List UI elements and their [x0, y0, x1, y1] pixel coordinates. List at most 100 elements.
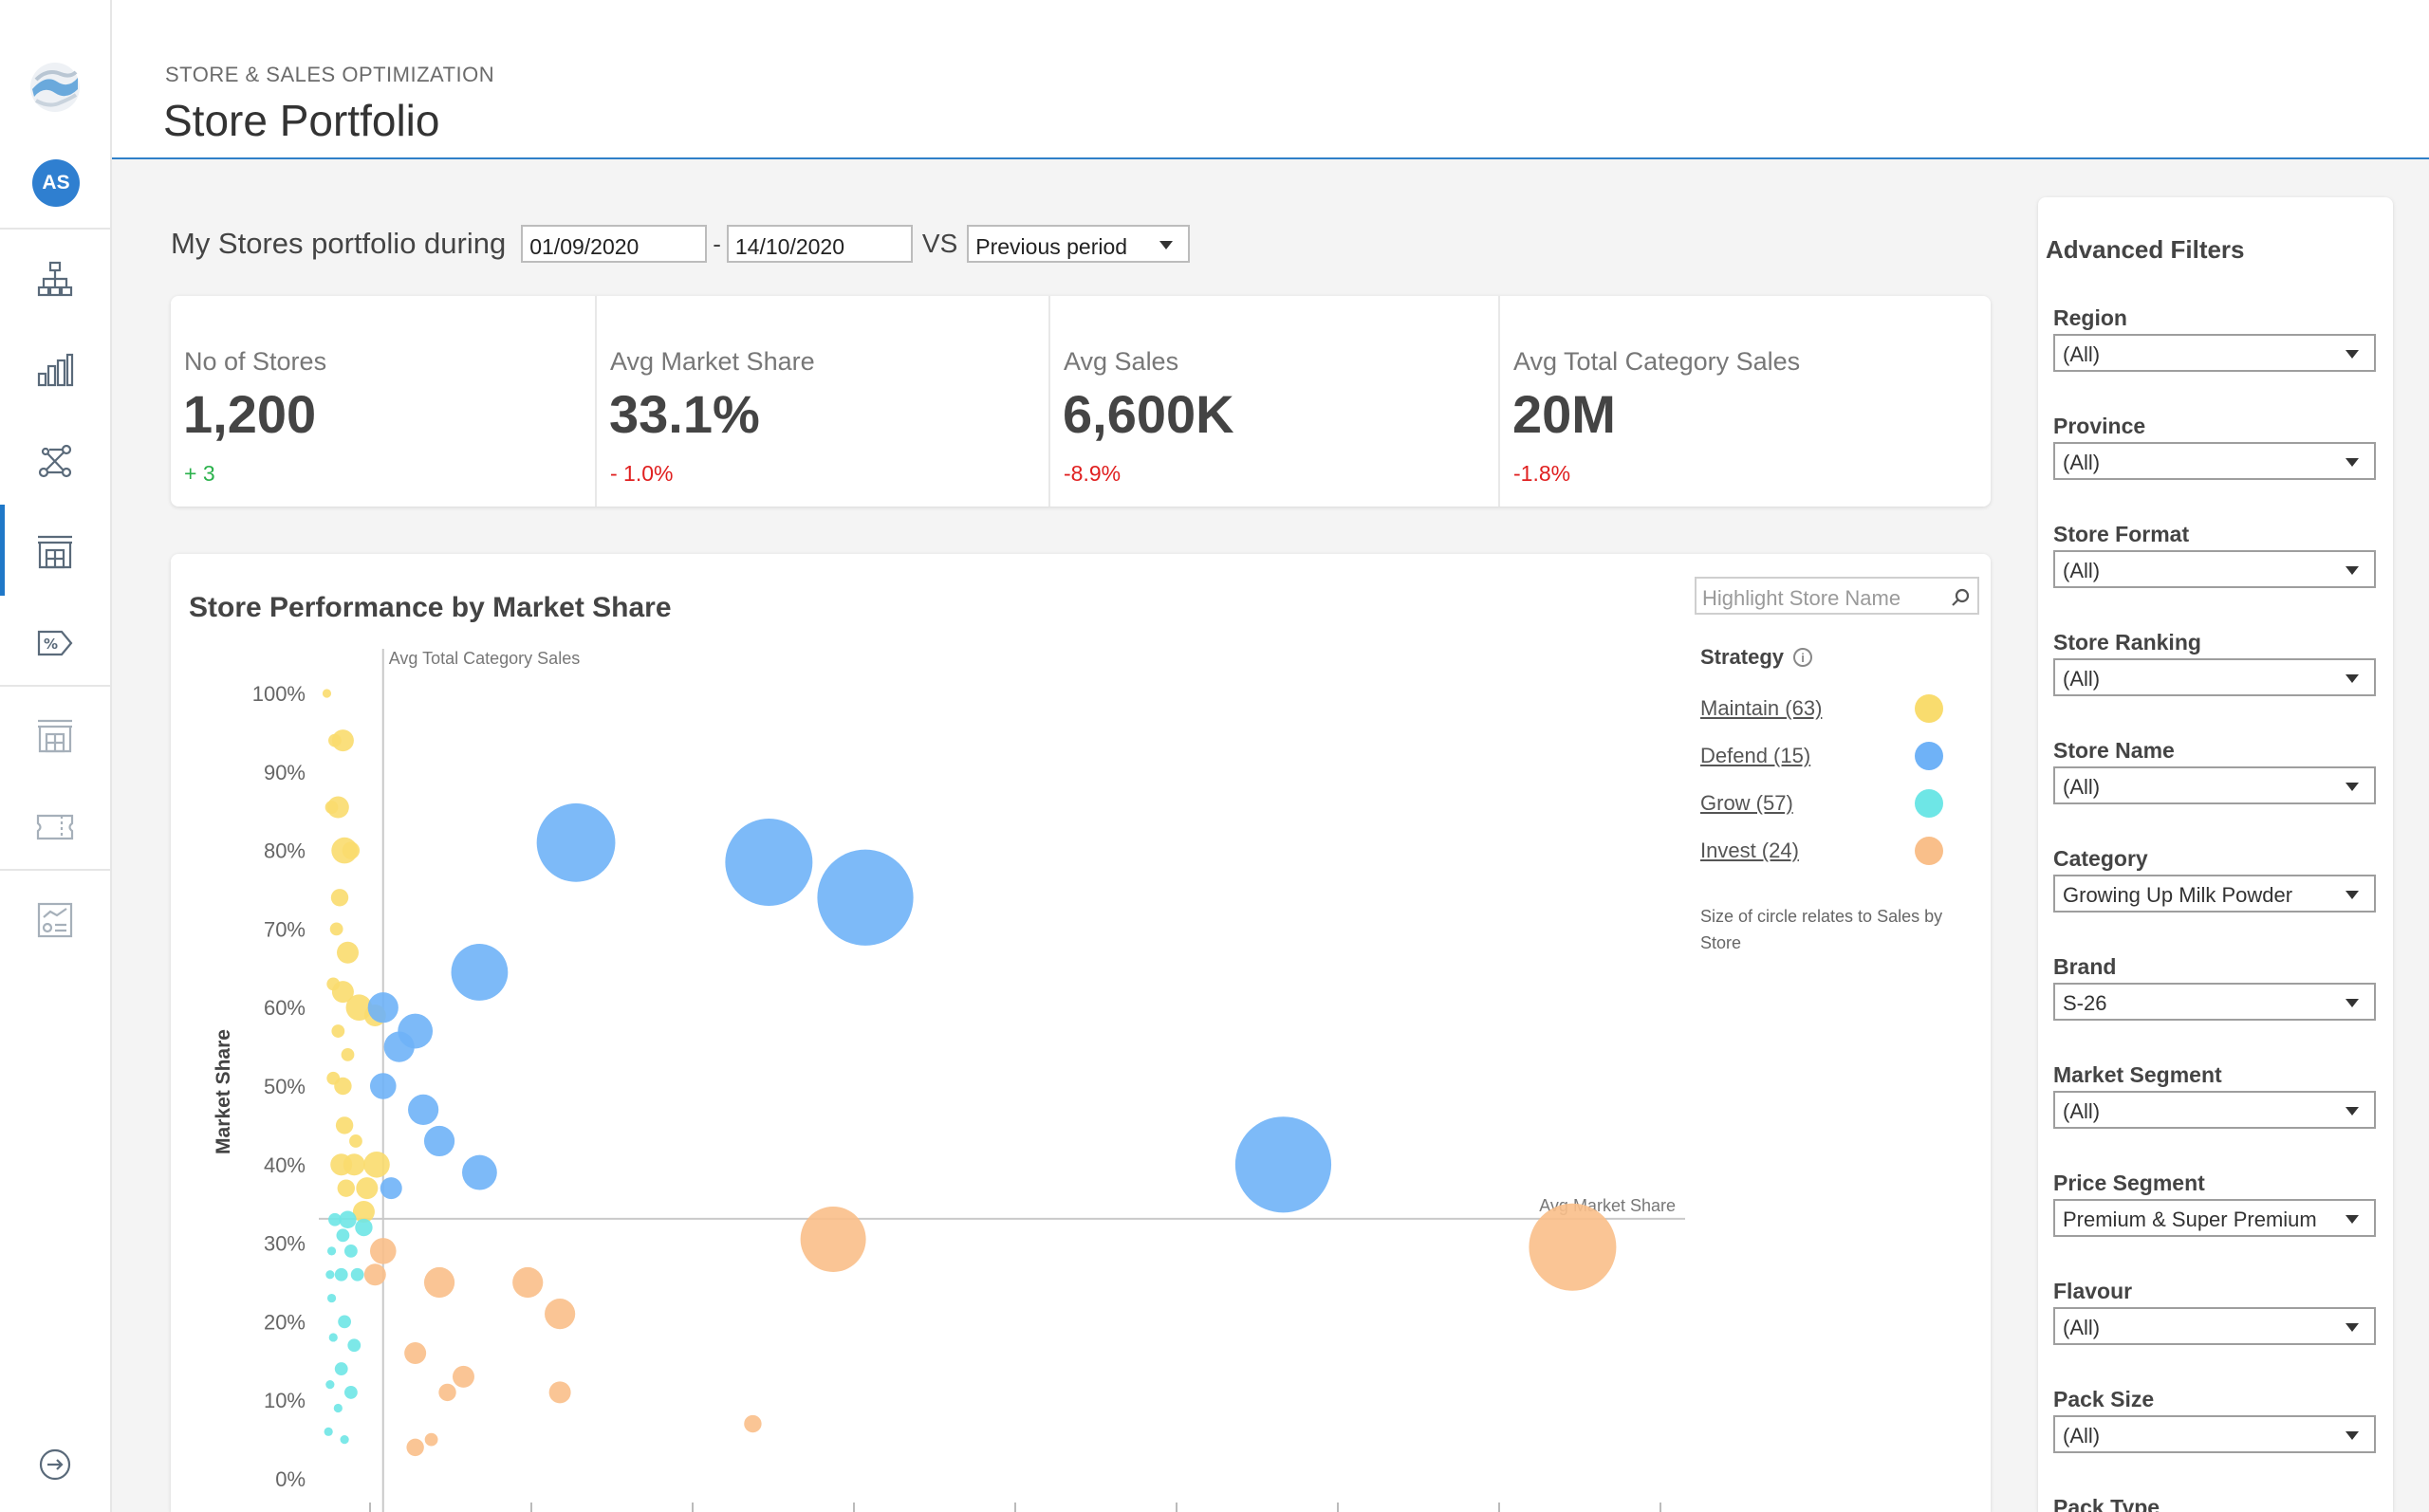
- filter-store-format: Store Format (All): [2053, 522, 2376, 588]
- legend-item-maintain[interactable]: Maintain (63): [1700, 670, 1985, 723]
- legend-item-defend[interactable]: Defend (15): [1700, 717, 1985, 770]
- legend-swatch: [1915, 694, 1943, 723]
- comparison-select[interactable]: Previous period: [967, 225, 1191, 263]
- data-point-invest: [1529, 1203, 1617, 1291]
- kpi-card-stores: No of Stores 1,200 + 3: [171, 296, 597, 507]
- logout-icon[interactable]: [32, 1442, 78, 1487]
- comparison-value: Previous period: [975, 234, 1128, 259]
- legend-swatch: [1915, 789, 1943, 818]
- kpi-delta: -8.9%: [1064, 461, 1122, 486]
- end-date-input[interactable]: 14/10/2020: [726, 225, 913, 263]
- data-point-defend: [367, 992, 399, 1023]
- data-point-invest: [424, 1432, 438, 1447]
- filter-select[interactable]: (All): [2053, 550, 2376, 588]
- kpi-label: No of Stores: [184, 347, 327, 376]
- filter-label: Store Ranking: [2053, 630, 2201, 655]
- legend-label[interactable]: Maintain (63): [1700, 696, 1823, 720]
- hierarchy-icon[interactable]: [32, 256, 78, 302]
- info-icon[interactable]: i: [1793, 648, 1813, 667]
- search-icon[interactable]: [1949, 586, 1972, 609]
- data-point-invest: [369, 1238, 397, 1264]
- filter-value: (All): [2063, 667, 2101, 691]
- filter-label: Pack Size: [2053, 1387, 2155, 1411]
- data-point-defend: [380, 1177, 402, 1200]
- start-date-input[interactable]: 01/09/2020: [521, 225, 708, 263]
- filter-select[interactable]: (All): [2053, 658, 2376, 696]
- data-point-maintain: [322, 689, 332, 698]
- store-icon[interactable]: [32, 529, 78, 575]
- reference-line-label: Avg Total Category Sales: [389, 649, 580, 668]
- data-point-grow: [334, 1267, 348, 1282]
- chevron-down-icon: [1159, 241, 1174, 249]
- chevron-down-icon: [2346, 891, 2359, 899]
- filter-select[interactable]: (All): [2053, 1307, 2376, 1345]
- chart-card: 0% 10% 20% 30% 40% 50% 60% 70% 80% 90% 100% Market …: [171, 554, 1991, 1512]
- filter-market-segment: Market Segment (All): [2053, 1062, 2376, 1129]
- filter-label: Market Segment: [2053, 1062, 2222, 1087]
- data-point-grow: [328, 1333, 338, 1342]
- ticket-icon[interactable]: [32, 804, 78, 850]
- filter-select[interactable]: (All): [2053, 442, 2376, 480]
- filter-store-name: Store Name (All): [2053, 738, 2376, 804]
- discount-tag-icon[interactable]: %: [32, 620, 78, 666]
- filter-brand: Brand S-26: [2053, 954, 2376, 1021]
- legend-label[interactable]: Grow (57): [1700, 791, 1793, 815]
- filter-value: (All): [2063, 559, 2101, 582]
- filter-select[interactable]: (All): [2053, 1091, 2376, 1129]
- filter-label: Store Format: [2053, 522, 2190, 546]
- filter-label: Province: [2053, 414, 2146, 438]
- data-point-maintain: [356, 1177, 379, 1200]
- filter-select[interactable]: Growing Up Milk Powder: [2053, 875, 2376, 913]
- network-icon[interactable]: [32, 438, 78, 484]
- chevron-down-icon: [2346, 1107, 2359, 1116]
- bar-chart-icon[interactable]: [32, 347, 78, 393]
- filter-select[interactable]: (All): [2053, 1415, 2376, 1453]
- legend-label[interactable]: Defend (15): [1700, 744, 1811, 767]
- data-point-invest: [406, 1438, 424, 1457]
- filter-select[interactable]: (All): [2053, 766, 2376, 804]
- avatar[interactable]: AS: [32, 159, 80, 207]
- report-icon[interactable]: [32, 897, 78, 943]
- kpi-label: Avg Total Category Sales: [1513, 347, 1801, 376]
- store-outline-icon[interactable]: [32, 713, 78, 759]
- app-logo-icon[interactable]: [28, 61, 82, 114]
- data-point-grow: [343, 1386, 358, 1399]
- kpi-value: 20M: [1512, 384, 1616, 444]
- legend-title-text: Strategy: [1700, 645, 1785, 669]
- data-point-grow: [333, 1403, 343, 1413]
- data-point-invest: [548, 1381, 571, 1404]
- data-point-maintain: [337, 1179, 355, 1197]
- legend-label[interactable]: Invest (24): [1700, 839, 1799, 862]
- kpi-card-avg-sales: Avg Sales 6,600K -8.9%: [1050, 296, 1500, 507]
- data-point-grow: [325, 1380, 335, 1390]
- data-point-maintain: [326, 796, 349, 819]
- data-point-grow: [328, 1212, 342, 1226]
- data-point-defend: [1234, 1116, 1332, 1213]
- data-point-maintain: [336, 941, 359, 964]
- filter-select[interactable]: (All): [2053, 334, 2376, 372]
- y-tick-label: 100%: [252, 682, 306, 706]
- kpi-card-market-share: Avg Market Share 33.1% - 1.0%: [597, 296, 1050, 507]
- left-nav: AS %: [0, 0, 112, 1512]
- kpi-value: 33.1%: [609, 384, 760, 444]
- legend-item-grow[interactable]: Grow (57): [1700, 765, 1985, 818]
- data-point-grow: [340, 1435, 349, 1445]
- filter-label: Brand: [2053, 954, 2117, 979]
- data-point-maintain: [331, 729, 354, 752]
- data-point-maintain: [335, 1116, 354, 1134]
- scatter-plot[interactable]: 0% 10% 20% 30% 40% 50% 60% 70% 80% 90% 100% Market …: [171, 554, 1869, 1512]
- data-point-maintain: [329, 922, 343, 936]
- data-point-invest: [545, 1299, 576, 1330]
- filter-pack-type: Pack Type: [2053, 1495, 2376, 1512]
- data-point-invest: [438, 1383, 456, 1402]
- filter-select[interactable]: Premium & Super Premium: [2053, 1199, 2376, 1237]
- filter-select[interactable]: S-26: [2053, 983, 2376, 1021]
- highlight-store-search[interactable]: Highlight Store Name: [1695, 577, 1979, 615]
- kpi-value: 6,600K: [1063, 384, 1234, 444]
- advanced-filters-panel: Advanced Filters Region (All) Province (All…: [2038, 197, 2393, 1512]
- data-point-grow: [325, 1270, 335, 1280]
- filter-label: Flavour: [2053, 1279, 2133, 1303]
- y-tick-label: 30%: [264, 1232, 306, 1256]
- data-point-grow: [347, 1338, 362, 1353]
- legend-item-invest[interactable]: Invest (24): [1700, 812, 1985, 865]
